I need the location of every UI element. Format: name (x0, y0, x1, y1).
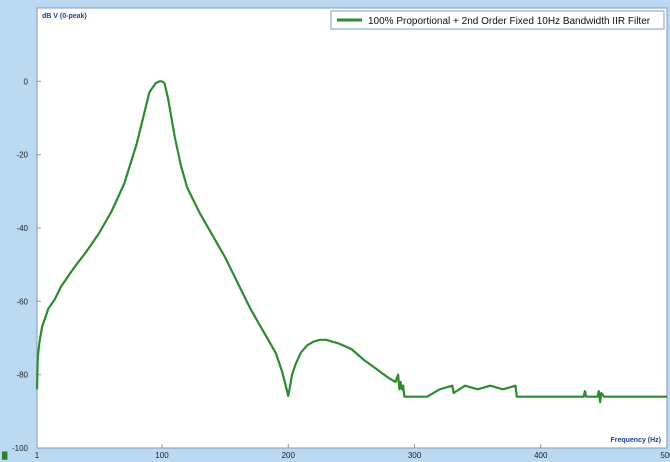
x-tick-label: 400 (534, 451, 548, 460)
x-tick-label: 300 (408, 451, 422, 460)
y-tick-label: -20 (16, 151, 28, 160)
x-axis: 1 100 200 300 400 500 (35, 444, 670, 460)
series-line-0 (35, 80, 667, 404)
legend-box (330, 10, 665, 30)
x-axis-title: Frequency (Hz) (610, 437, 661, 444)
y-tick-label: -80 (16, 371, 28, 380)
resize-grip-icon[interactable]: █ (2, 452, 8, 460)
y-tick-label: -60 (16, 297, 28, 306)
y-axis-title: dB V (0-peak) (42, 13, 87, 20)
legend-label: 100% Proportional + 2nd Order Fixed 10Hz… (368, 16, 651, 27)
legend[interactable]: 100% Proportional + 2nd Order Fixed 10Hz… (330, 10, 665, 30)
y-tick-label: 0 (24, 77, 29, 86)
x-tick-label: 100 (155, 451, 169, 460)
y-tick-label: -100 (12, 444, 29, 453)
series-layer (35, 80, 667, 404)
plot-area (36, 7, 668, 449)
y-tick-label: -40 (16, 224, 28, 233)
x-tick-label: 1 (35, 451, 40, 460)
x-tick-label: 200 (282, 451, 296, 460)
x-tick-label: 500 (660, 451, 670, 460)
